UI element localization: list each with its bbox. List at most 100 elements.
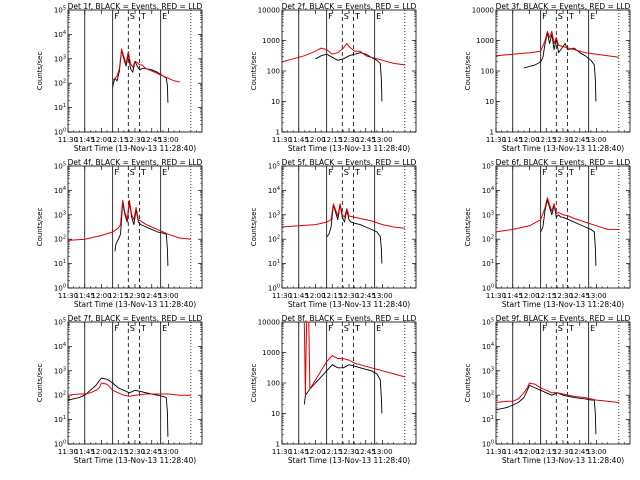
- y-tick-label: 101: [54, 415, 66, 424]
- y-tick-label: 10: [271, 98, 280, 106]
- series-line-events: [67, 377, 169, 437]
- x-tick-label: 12:15: [322, 448, 342, 456]
- x-tick-label: 12:30: [339, 292, 359, 300]
- series-line-lld: [495, 30, 619, 58]
- x-tick-label: 12:45: [570, 292, 590, 300]
- marker-letter: F: [542, 168, 547, 177]
- chart-title: Det 9f, BLACK = Events, RED = LLD: [496, 314, 631, 323]
- y-axis-label: Counts/sec: [464, 364, 472, 403]
- y-tick-label: 1: [276, 129, 280, 137]
- x-tick-label: 12:15: [322, 292, 342, 300]
- marker-letter: S: [558, 12, 563, 21]
- x-tick-label: 12:15: [536, 448, 556, 456]
- y-tick-label: 105: [54, 6, 66, 15]
- series-line-events: [112, 49, 169, 103]
- series-line-lld: [281, 43, 405, 66]
- y-tick-label: 1: [276, 441, 280, 449]
- x-tick-label: 13:00: [586, 136, 606, 144]
- y-tick-label: 104: [54, 186, 66, 195]
- y-tick-label: 1: [490, 129, 494, 137]
- x-tick-label: 12:00: [519, 136, 539, 144]
- y-tick-label: 100: [482, 440, 494, 449]
- x-tick-label: 11:30: [486, 292, 506, 300]
- y-tick-label: 101: [54, 259, 66, 268]
- marker-letter: F: [328, 324, 333, 333]
- marker-letter: E: [590, 12, 595, 21]
- y-tick-label: 105: [482, 162, 494, 171]
- y-axis-label: Counts/sec: [250, 364, 258, 403]
- x-tick-label: 11:45: [75, 136, 95, 144]
- y-tick-label: 100: [54, 440, 66, 449]
- y-tick-label: 10000: [258, 7, 280, 15]
- y-tick-label: 105: [482, 318, 494, 327]
- y-tick-label: 103: [54, 366, 66, 375]
- x-tick-label: 11:45: [503, 136, 523, 144]
- x-tick-label: 12:45: [570, 136, 590, 144]
- marker-letter: T: [140, 168, 146, 177]
- x-tick-label: 12:30: [553, 136, 573, 144]
- x-tick-label: 12:30: [339, 448, 359, 456]
- x-tick-label: 13:00: [372, 136, 392, 144]
- x-tick-label: 13:00: [158, 136, 178, 144]
- y-tick-label: 101: [54, 103, 66, 112]
- y-tick-label: 102: [482, 391, 494, 400]
- x-tick-label: 12:45: [356, 136, 376, 144]
- marker-letter: S: [130, 324, 135, 333]
- series-line-lld: [67, 199, 191, 241]
- series-line-events: [303, 364, 383, 414]
- y-tick-label: 100: [267, 68, 280, 76]
- y-tick-label: 104: [54, 342, 66, 351]
- x-tick-label: 12:00: [91, 448, 111, 456]
- y-tick-label: 102: [482, 235, 494, 244]
- y-tick-label: 100: [482, 284, 494, 293]
- y-tick-label: 1000: [262, 349, 280, 357]
- y-tick-label: 103: [482, 366, 494, 375]
- y-tick-label: 103: [482, 210, 494, 219]
- x-tick-label: 11:30: [58, 448, 78, 456]
- x-tick-label: 12:30: [125, 136, 145, 144]
- x-tick-label: 12:00: [305, 448, 325, 456]
- series-line-lld: [303, 321, 405, 396]
- plot-frame: [281, 9, 417, 133]
- x-tick-label: 13:00: [586, 448, 606, 456]
- marker-letter: T: [568, 12, 574, 21]
- x-tick-label: 11:30: [486, 136, 506, 144]
- x-axis-label: Start Time (13-Nov-13 11:28:40): [74, 300, 196, 309]
- y-axis-label: Counts/sec: [36, 208, 44, 247]
- x-tick-label: 12:45: [356, 292, 376, 300]
- plot-frame: [281, 321, 417, 445]
- chart-title: Det 6f, BLACK = Events, RED = LLD: [496, 158, 631, 167]
- x-tick-label: 12:30: [125, 292, 145, 300]
- y-tick-label: 10: [485, 98, 494, 106]
- x-tick-label: 11:30: [272, 136, 292, 144]
- x-tick-label: 13:00: [372, 448, 392, 456]
- marker-letter: F: [114, 168, 119, 177]
- plot-frame: [67, 165, 203, 289]
- y-axis-label: Counts/sec: [36, 52, 44, 91]
- series-line-events: [540, 199, 597, 267]
- x-tick-label: 11:45: [503, 292, 523, 300]
- chart-panel-4: Det 4f, BLACK = Events, RED = LLD 100 101 1…: [36, 158, 203, 309]
- y-axis-label: Counts/sec: [36, 364, 44, 403]
- chart-panel-7: Det 7f, BLACK = Events, RED = LLD 100 101 1…: [36, 314, 203, 465]
- y-axis-label: Counts/sec: [250, 208, 258, 247]
- series-line-events: [315, 52, 383, 102]
- x-tick-label: 12:15: [108, 292, 128, 300]
- x-tick-label: 13:00: [158, 448, 178, 456]
- x-tick-label: 11:45: [289, 292, 309, 300]
- y-tick-label: 105: [54, 318, 66, 327]
- series-line-lld: [281, 203, 405, 229]
- chart-panel-9: Det 9f, BLACK = Events, RED = LLD 100 101 1…: [464, 314, 631, 465]
- marker-letter: E: [162, 324, 167, 333]
- y-tick-label: 10000: [472, 7, 494, 15]
- chart-title: Det 8f, BLACK = Events, RED = LLD: [282, 314, 417, 323]
- chart-title: Det 1f, BLACK = Events, RED = LLD: [68, 2, 203, 11]
- x-tick-label: 11:30: [58, 292, 78, 300]
- y-axis-label: Counts/sec: [464, 208, 472, 247]
- plot-frame: [67, 9, 203, 133]
- y-tick-label: 102: [54, 235, 66, 244]
- x-axis-label: Start Time (13-Nov-13 11:28:40): [502, 144, 624, 153]
- y-tick-label: 10: [271, 410, 280, 418]
- marker-letter: E: [162, 12, 167, 21]
